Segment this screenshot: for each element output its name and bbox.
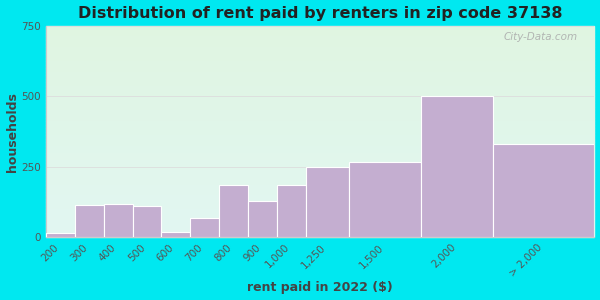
- Bar: [46, 199, 595, 202]
- Bar: [46, 29, 595, 33]
- Y-axis label: households: households: [5, 92, 19, 172]
- Bar: [46, 178, 595, 181]
- Bar: [46, 54, 595, 58]
- Bar: [46, 132, 595, 135]
- Bar: [46, 170, 595, 174]
- Bar: [46, 37, 595, 40]
- Bar: [46, 114, 595, 118]
- Bar: [46, 216, 595, 220]
- Bar: [46, 195, 595, 199]
- Bar: [46, 40, 595, 44]
- Bar: [46, 51, 595, 54]
- Bar: [46, 128, 595, 132]
- Bar: [46, 79, 595, 82]
- Bar: [46, 65, 595, 68]
- Bar: [46, 149, 595, 153]
- Bar: [46, 96, 595, 100]
- Bar: [46, 107, 595, 110]
- Bar: [161, 232, 190, 237]
- Bar: [46, 164, 595, 167]
- Bar: [46, 234, 595, 237]
- Bar: [46, 58, 595, 61]
- Bar: [46, 100, 595, 103]
- Bar: [46, 135, 595, 139]
- Bar: [277, 185, 306, 237]
- Bar: [46, 139, 595, 142]
- Bar: [46, 206, 595, 209]
- Bar: [306, 167, 349, 237]
- Bar: [46, 93, 595, 96]
- Bar: [46, 103, 595, 107]
- Bar: [46, 188, 595, 192]
- Bar: [349, 162, 421, 237]
- Bar: [46, 202, 595, 206]
- X-axis label: rent paid in 2022 ($): rent paid in 2022 ($): [247, 281, 393, 294]
- Bar: [104, 203, 133, 237]
- Bar: [75, 205, 104, 237]
- Bar: [46, 124, 595, 128]
- Bar: [46, 230, 595, 234]
- Bar: [46, 86, 595, 89]
- Bar: [46, 110, 595, 114]
- Bar: [46, 47, 595, 51]
- Bar: [46, 167, 595, 170]
- Bar: [46, 72, 595, 75]
- Bar: [46, 121, 595, 124]
- Bar: [190, 218, 219, 237]
- Bar: [46, 209, 595, 213]
- Title: Distribution of rent paid by renters in zip code 37138: Distribution of rent paid by renters in …: [78, 6, 562, 21]
- Bar: [46, 181, 595, 184]
- Bar: [46, 227, 595, 230]
- Bar: [46, 184, 595, 188]
- Bar: [133, 206, 161, 237]
- Text: City-Data.com: City-Data.com: [504, 32, 578, 42]
- Bar: [46, 156, 595, 160]
- Bar: [219, 185, 248, 237]
- Bar: [46, 118, 595, 121]
- Bar: [46, 89, 595, 93]
- Bar: [46, 82, 595, 86]
- Bar: [46, 44, 595, 47]
- Bar: [493, 144, 595, 237]
- Bar: [46, 153, 595, 156]
- Bar: [46, 220, 595, 223]
- Bar: [46, 33, 595, 37]
- Bar: [46, 233, 75, 237]
- Bar: [46, 26, 595, 29]
- Bar: [46, 142, 595, 146]
- Bar: [46, 174, 595, 178]
- Bar: [46, 160, 595, 164]
- Bar: [248, 201, 277, 237]
- Bar: [421, 96, 493, 237]
- Bar: [46, 146, 595, 149]
- Bar: [46, 192, 595, 195]
- Bar: [46, 68, 595, 72]
- Bar: [46, 213, 595, 216]
- Bar: [46, 223, 595, 227]
- Bar: [46, 75, 595, 79]
- Bar: [46, 61, 595, 65]
